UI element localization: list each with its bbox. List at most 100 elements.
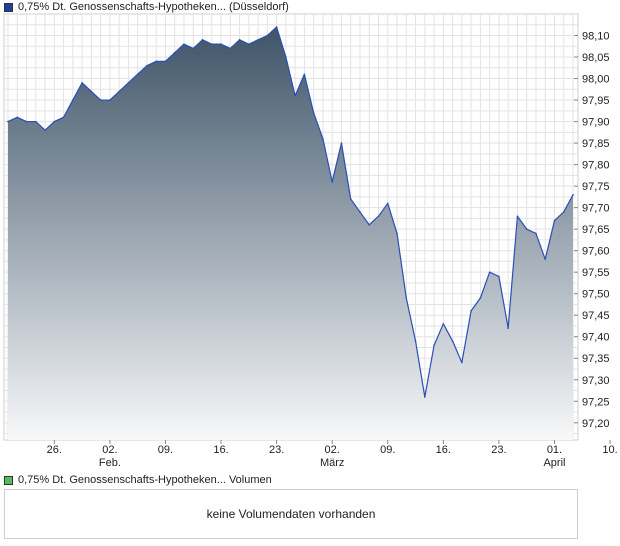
- y-tick-label: 97,20: [582, 418, 610, 430]
- price-point: [405, 297, 408, 299]
- price-point: [201, 39, 204, 41]
- y-tick-label: 98,00: [582, 74, 610, 86]
- price-point: [424, 396, 426, 398]
- price-point: [414, 340, 417, 342]
- price-point: [349, 198, 352, 200]
- y-tick-label: 97,70: [582, 203, 610, 215]
- y-tick-label: 98,05: [582, 52, 610, 64]
- price-point: [90, 90, 93, 93]
- price-point: [257, 39, 259, 41]
- y-tick-label: 98,10: [582, 31, 610, 43]
- price-point: [44, 129, 46, 131]
- price-point: [164, 60, 167, 63]
- price-point: [386, 202, 389, 205]
- price-area: [7, 26, 574, 440]
- price-point: [451, 340, 454, 342]
- price-point: [275, 26, 278, 28]
- price-point: [553, 219, 556, 222]
- x-tick-label: 09.: [380, 444, 395, 456]
- price-point: [81, 82, 83, 84]
- x-tick-label: 02.: [325, 444, 340, 456]
- x-tick-label: 16.: [436, 444, 451, 456]
- x-tick-label: 23.: [269, 444, 284, 456]
- x-tick-label: 26.: [47, 444, 62, 456]
- price-point: [229, 47, 232, 50]
- price-point: [507, 327, 509, 329]
- y-tick-label: 97,55: [582, 267, 610, 279]
- no-volume-message: keine Volumendaten vorhanden: [206, 507, 376, 521]
- y-tick-label: 97,95: [582, 95, 610, 107]
- price-point: [248, 43, 250, 45]
- price-point: [146, 64, 148, 67]
- price-point: [562, 211, 565, 213]
- x-tick-label: 01.: [547, 444, 562, 456]
- price-point: [572, 193, 574, 196]
- price-legend: 0,75% Dt. Genossenschafts-Hypotheken... …: [4, 0, 289, 14]
- y-tick-label: 97,60: [582, 246, 610, 258]
- price-point: [488, 271, 491, 273]
- price-point: [322, 137, 324, 140]
- price-point: [99, 99, 102, 101]
- price-point: [72, 99, 74, 101]
- y-tick-label: 97,25: [582, 396, 610, 408]
- x-tick-label: 10.: [602, 444, 617, 456]
- price-point: [25, 120, 28, 123]
- price-point: [544, 258, 547, 261]
- y-tick-label: 97,75: [582, 181, 610, 193]
- y-tick-label: 97,45: [582, 310, 610, 322]
- price-point: [368, 224, 371, 226]
- price-point: [109, 99, 111, 101]
- price-point: [396, 232, 398, 235]
- price-point: [525, 228, 528, 230]
- x-tick-label: 23.: [491, 444, 506, 456]
- price-point: [118, 90, 120, 93]
- x-month-label: März: [320, 457, 344, 469]
- price-point: [16, 116, 19, 119]
- price-point: [303, 73, 306, 76]
- price-legend-label: 0,75% Dt. Genossenschafts-Hypotheken... …: [18, 1, 289, 13]
- price-point: [461, 361, 463, 364]
- price-point: [312, 112, 315, 114]
- price-point: [377, 215, 380, 218]
- price-point: [433, 344, 435, 347]
- price-area-fill: [8, 26, 573, 440]
- price-series-line: [7, 26, 574, 398]
- volume-panel: keine Volumendaten vorhanden: [4, 489, 578, 539]
- x-tick-label: 02.: [102, 444, 117, 456]
- y-tick-label: 97,30: [582, 375, 610, 387]
- price-point: [266, 34, 269, 37]
- price-point: [155, 60, 157, 63]
- x-month-label: April: [543, 457, 565, 469]
- price-point: [238, 39, 241, 41]
- price-point: [7, 120, 9, 123]
- volume-legend: 0,75% Dt. Genossenschafts-Hypotheken... …: [4, 473, 272, 487]
- price-point: [127, 82, 130, 84]
- price-point: [34, 120, 37, 123]
- price-point: [498, 275, 500, 278]
- price-point: [136, 73, 139, 76]
- x-axis-ticks: 26. 02. 09. 16. 23. 02. 09. 16. 23. 01. 10. Feb. Mär…: [47, 440, 618, 469]
- price-point: [340, 142, 343, 144]
- y-tick-label: 97,90: [582, 117, 610, 129]
- price-point: [470, 310, 472, 312]
- y-tick-label: 97,50: [582, 289, 610, 301]
- x-tick-label: 09.: [158, 444, 173, 456]
- price-point: [183, 43, 185, 45]
- price-point: [192, 47, 195, 50]
- volume-legend-label: 0,75% Dt. Genossenschafts-Hypotheken... …: [18, 474, 272, 486]
- x-month-label: Feb.: [99, 457, 121, 469]
- price-point: [285, 56, 287, 58]
- price-legend-swatch: [4, 2, 13, 12]
- price-point: [294, 94, 296, 97]
- y-tick-label: 97,65: [582, 224, 610, 236]
- y-tick-label: 97,80: [582, 160, 610, 172]
- price-point: [210, 43, 213, 45]
- y-axis-ticks: 97,20 97,25 97,30 97,35 97,40 97,45 97,50 97,55…: [574, 31, 610, 430]
- x-tick-label: 16.: [213, 444, 228, 456]
- price-point: [331, 181, 333, 183]
- price-point: [535, 232, 537, 235]
- price-point: [53, 120, 56, 123]
- price-point: [359, 211, 361, 213]
- price-point: [220, 43, 222, 45]
- y-tick-label: 97,40: [582, 332, 610, 344]
